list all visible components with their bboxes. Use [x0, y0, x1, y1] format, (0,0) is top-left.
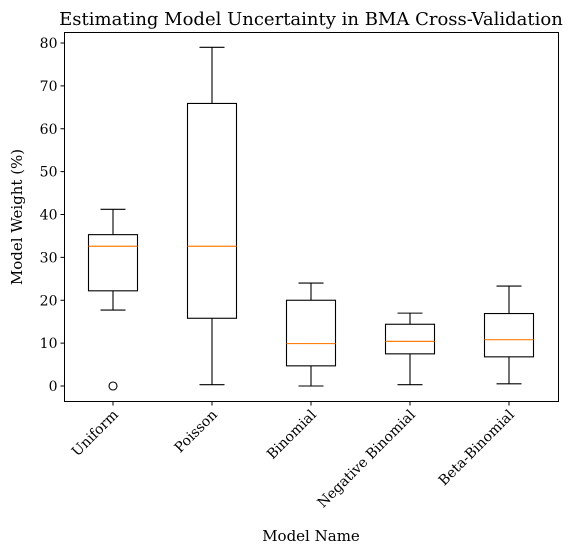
y-tick-label: 70 [40, 79, 58, 95]
x-tick-label: Negative Binomial [315, 407, 420, 512]
box [186, 102, 238, 319]
box [384, 323, 436, 355]
x-axis-label: Model Name [262, 527, 360, 545]
y-tick-label: 50 [40, 165, 58, 181]
box [285, 299, 337, 367]
x-tick-label: Binomial [264, 407, 320, 463]
y-tick-label: 30 [40, 250, 58, 266]
chart-title: Estimating Model Uncertainty in BMA Cros… [59, 9, 563, 30]
x-tick-label: Poisson [172, 407, 221, 456]
box [483, 312, 535, 358]
y-tick-label: 40 [40, 208, 58, 224]
y-axis-label: Model Weight (%) [8, 149, 26, 285]
box [87, 234, 139, 292]
outlier-point [108, 381, 118, 391]
y-tick-label: 80 [40, 36, 58, 52]
x-tick-label: Beta-Binomial [436, 407, 518, 489]
x-tick-label: Uniform [69, 407, 122, 460]
y-tick-label: 20 [40, 293, 58, 309]
y-tick-label: 60 [40, 122, 58, 138]
y-tick-label: 10 [40, 336, 58, 352]
y-tick-label: 0 [49, 379, 58, 395]
plot-area: 0 10 20 30 40 50 60 70 80 Uniform Poisson BinomialN… [40, 36, 535, 512]
plot-frame [64, 32, 559, 402]
